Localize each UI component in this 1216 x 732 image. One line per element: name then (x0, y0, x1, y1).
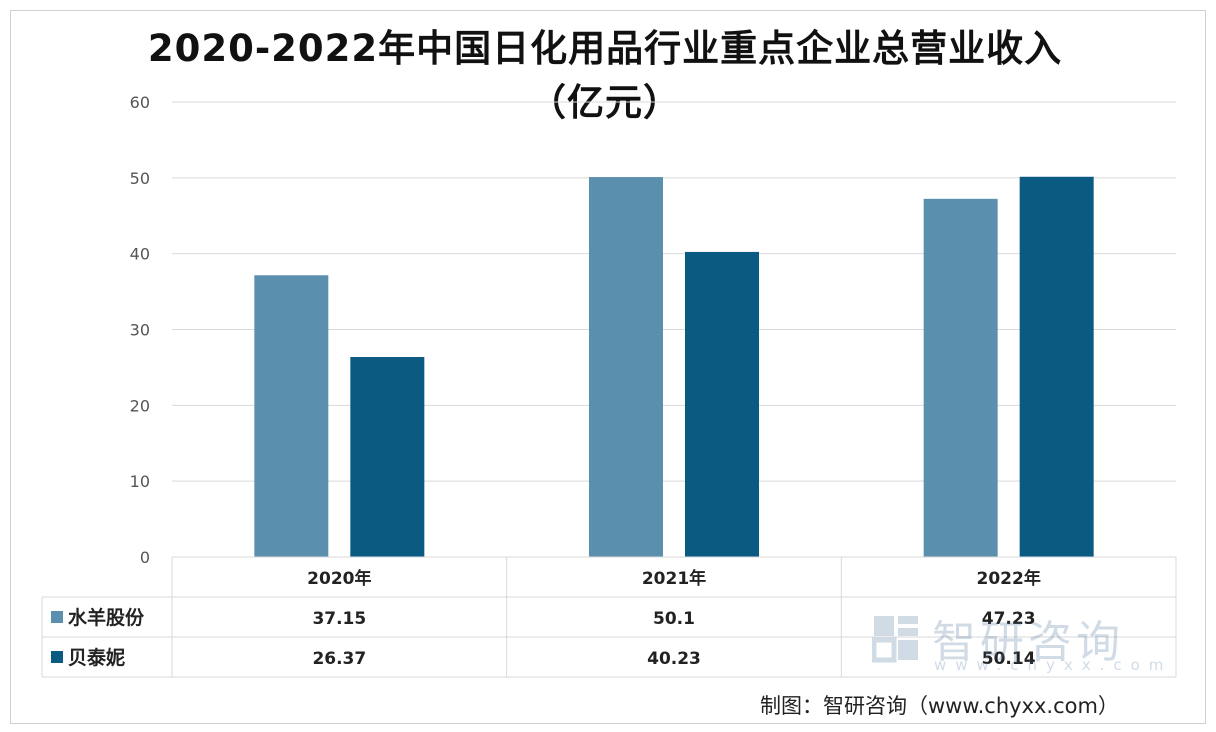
x-tick-label: 2021年 (642, 568, 706, 589)
bar (1019, 176, 1094, 557)
chart-title: 2020-2022年中国日化用品行业重点企业总营业收入 （亿元） (95, 22, 1115, 130)
x-tick-label: 2022年 (977, 568, 1041, 589)
data-label: 50.1 (653, 609, 695, 629)
brand-logo-icon (872, 616, 918, 663)
data-label: 26.37 (312, 649, 366, 669)
bar (254, 275, 329, 557)
legend-label: 水羊股份 (68, 606, 145, 629)
legend-swatch (51, 651, 63, 663)
chart-title-line1: 2020-2022年中国日化用品行业重点企业总营业收入 (147, 27, 1063, 70)
y-tick-label: 40 (130, 245, 150, 264)
y-tick-label: 60 (130, 93, 150, 112)
legend-swatch (51, 611, 63, 623)
data-label: 50.14 (982, 649, 1036, 669)
bar (350, 357, 425, 557)
data-label: 40.23 (647, 649, 701, 669)
watermark-brand: 智研咨询 (932, 617, 1124, 668)
bar (923, 198, 998, 557)
bar (589, 177, 663, 557)
y-tick-label: 10 (130, 472, 150, 491)
watermark: 智研咨询 www.chyxx.com (870, 604, 1190, 674)
data-label: 37.15 (312, 609, 366, 629)
x-tick-label: 2020年 (307, 568, 371, 589)
y-tick-label: 30 (130, 321, 150, 340)
y-tick-label: 20 (130, 396, 150, 415)
y-tick-label: 50 (130, 169, 150, 188)
watermark-url: www.chyxx.com (934, 656, 1173, 674)
y-tick-label: 0 (140, 548, 150, 567)
legend-label: 贝泰妮 (68, 646, 125, 669)
data-label: 47.23 (982, 609, 1036, 629)
source-note: 制图：智研咨询（www.chyxx.com） (760, 694, 1119, 718)
bar (685, 251, 759, 558)
